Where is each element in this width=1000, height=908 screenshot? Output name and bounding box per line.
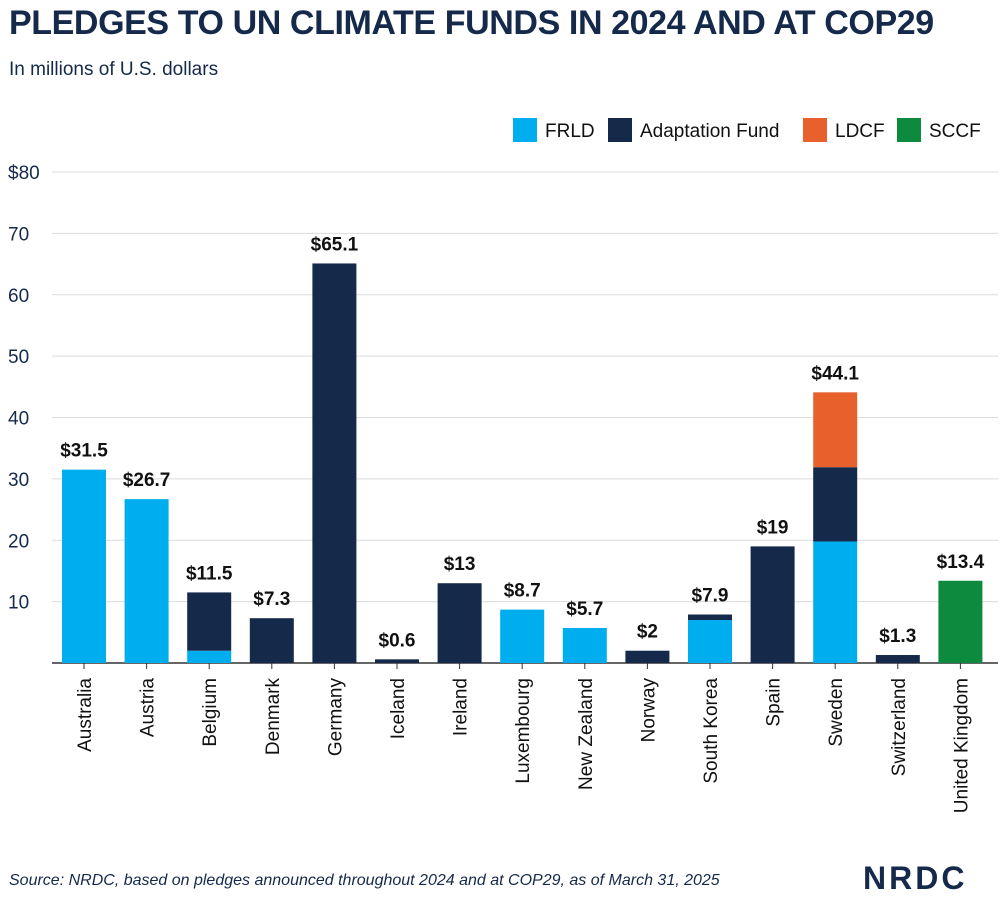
chart-subtitle: In millions of U.S. dollars — [9, 59, 219, 80]
legend-swatch — [803, 118, 827, 142]
data-label: $13.4 — [937, 552, 985, 573]
x-tick-label: South Korea — [701, 678, 722, 784]
data-label: $44.1 — [811, 363, 859, 384]
bar-segment — [750, 546, 795, 663]
legend-swatch — [513, 118, 537, 142]
legend-label: FRLD — [545, 121, 595, 142]
x-tick-label: Australia — [75, 678, 96, 752]
bar-segment — [437, 583, 482, 663]
bar-segment — [938, 580, 983, 663]
data-label: $19 — [757, 517, 789, 538]
bar-segment — [688, 620, 732, 663]
chart-title: PLEDGES TO UN CLIMATE FUNDS IN 2024 AND … — [9, 4, 934, 42]
x-tick-label: New Zealand — [576, 678, 597, 790]
stacked-bar-chart: 10 20 30 40 50 60 70 $80 $31.5 $26.7 $11.5 $7.3 $65… — [8, 118, 998, 813]
bar-segment — [187, 592, 232, 651]
bars — [62, 263, 983, 663]
data-label: $2 — [637, 622, 658, 643]
legend-swatch — [897, 118, 921, 142]
y-tick-label: 60 — [8, 286, 29, 307]
x-tick-label: Switzerland — [889, 678, 910, 776]
data-label: $31.5 — [60, 441, 108, 462]
x-tick-label: Spain — [764, 678, 785, 727]
bar-segment — [187, 650, 232, 663]
y-tick-label: 10 — [8, 593, 29, 614]
y-tick-label: 70 — [8, 224, 29, 245]
bar-segment — [813, 467, 858, 542]
x-tick-label: Luxembourg — [513, 678, 534, 784]
x-tick-label: Belgium — [200, 678, 221, 747]
legend-swatch — [608, 118, 632, 142]
data-label: $13 — [444, 554, 476, 575]
total-labels: $31.5 $26.7 $11.5 $7.3 $65.1 $0.6 $13 $8.7 $5.7 $… — [60, 234, 984, 651]
y-axis-ticks: 10 20 30 40 50 60 70 $80 — [8, 163, 40, 614]
legend-label: SCCF — [929, 121, 981, 142]
bar-segment — [562, 628, 607, 663]
x-tick-label: Norway — [638, 678, 659, 743]
legend-label: LDCF — [835, 121, 885, 142]
x-tick-label: Iceland — [388, 678, 409, 739]
data-label: $8.7 — [504, 581, 541, 602]
bar-segment — [124, 499, 169, 663]
bar-segment — [875, 655, 920, 663]
x-tick-label: Sweden — [826, 678, 847, 747]
bar-segment — [500, 609, 545, 663]
bar-segment — [375, 659, 419, 663]
legend-label: Adaptation Fund — [640, 121, 779, 142]
data-label: $1.3 — [879, 626, 916, 647]
bar-segment — [688, 614, 732, 621]
data-label: $11.5 — [186, 563, 233, 584]
data-label: $26.7 — [123, 470, 171, 491]
y-tick-label: 50 — [8, 347, 29, 368]
bar-segment — [625, 650, 670, 663]
data-label: $0.6 — [379, 630, 416, 651]
x-tick-label: Germany — [325, 678, 346, 757]
bar-segment — [249, 618, 294, 663]
x-axis-ticks: Australia Austria Belgium Denmark Germany Ice… — [75, 663, 972, 813]
bar-segment — [813, 392, 858, 468]
nrdc-logo: NRDC — [863, 860, 968, 896]
bar-segment — [312, 263, 357, 663]
x-tick-label: Denmark — [263, 678, 284, 756]
data-label: $7.9 — [692, 586, 729, 607]
y-tick-label: 30 — [8, 470, 29, 491]
bar-segment — [813, 541, 858, 663]
legend: FRLD Adaptation Fund LDCF SCCF — [513, 118, 981, 142]
data-label: $5.7 — [566, 599, 603, 620]
x-tick-label: Austria — [138, 678, 159, 738]
x-tick-label: Ireland — [451, 678, 472, 736]
y-tick-label: 20 — [8, 531, 29, 552]
source-note: Source: NRDC, based on pledges announced… — [9, 872, 720, 889]
y-tick-label: 40 — [8, 409, 29, 430]
y-tick-label: $80 — [8, 163, 40, 184]
x-tick-label: United Kingdom — [951, 678, 972, 813]
data-label: $7.3 — [253, 589, 290, 610]
bar-segment — [62, 469, 106, 663]
data-label: $65.1 — [311, 234, 359, 255]
